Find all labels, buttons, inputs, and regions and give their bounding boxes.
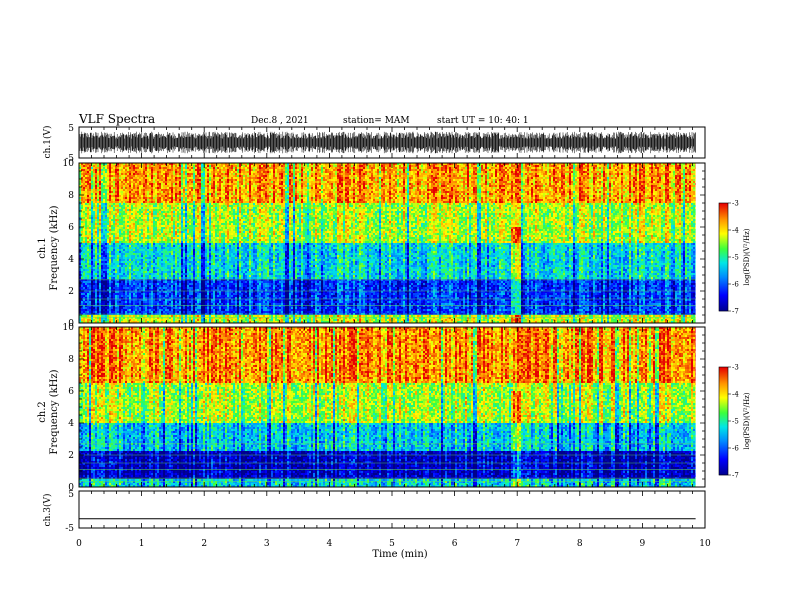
freq-tick-label: 4 (68, 419, 74, 429)
colorbar-tick-label: -6 (732, 445, 739, 453)
time-tick-label: 8 (577, 539, 583, 549)
spec1-ylabel-line2: Frequency (kHz) (49, 205, 60, 290)
colorbar-tick-label: -5 (732, 254, 739, 262)
figure-title: VLF Spectra (78, 112, 155, 126)
colorbar-tick-label: -7 (732, 308, 739, 316)
time-tick-label: 2 (201, 539, 207, 549)
colorbar-tick-label: -7 (732, 472, 739, 480)
time-tick-label: 1 (139, 539, 145, 549)
start-time-label: start UT = 10: 40: 1 (437, 116, 529, 126)
colorbar-tick-label: -5 (732, 418, 739, 426)
time-tick-label: 5 (389, 539, 395, 549)
colorbar-tick-label: -3 (732, 364, 739, 372)
station-label: station= MAM (343, 116, 410, 126)
ch1-ytick-top: 5 (68, 124, 74, 134)
freq-tick-label: 8 (68, 191, 74, 201)
waveform-ch3-panel: 5 -5 ch.3(V) 0 1 2 3 4 5 6 7 8 9 10 Time (min) (42, 490, 711, 560)
freq-tick-label: 8 (68, 355, 74, 365)
freq-tick-label: 4 (68, 255, 74, 265)
waveform-ch3-frame (79, 491, 705, 528)
freq-tick-label: 2 (68, 451, 74, 461)
spec2-ylabel-line2: Frequency (kHz) (49, 369, 60, 454)
colorbar-ch2: -3 -4 -5 -6 -7 log(PSD)(V²/Hz) (719, 364, 751, 480)
colorbar-tick-label: -4 (732, 227, 739, 235)
colorbar-ch1: -3 -4 -5 -6 -7 log(PSD)(V²/Hz) (719, 200, 751, 316)
freq-tick-label: 10 (63, 159, 75, 169)
time-tick-label: 10 (699, 539, 711, 549)
time-tick-label: 0 (76, 539, 82, 549)
waveform-ch1-noise (80, 132, 696, 154)
spec2-ylabel-line1: ch.2 (37, 401, 48, 423)
time-tick-label: 7 (514, 539, 520, 549)
freq-tick-label: 2 (68, 287, 74, 297)
ch3-ylabel: ch.3(V) (42, 494, 53, 527)
time-tick-label: 6 (452, 539, 458, 549)
spectrogram-ch2-image (79, 327, 705, 487)
freq-tick-label: 6 (68, 387, 74, 397)
spectrogram-ch1-image (79, 163, 705, 323)
ch1-ylabel: ch.1(V) (42, 126, 53, 159)
colorbar-tick-label: -6 (732, 281, 739, 289)
time-axis-tick-labels: 0 1 2 3 4 5 6 7 8 9 10 (76, 539, 711, 549)
time-tick-label: 4 (327, 539, 333, 549)
time-axis-label: Time (min) (372, 549, 427, 560)
spec1-ylabel-line1: ch.1 (37, 237, 48, 259)
waveform-ch1-trace (80, 132, 696, 154)
freq-tick-label: 6 (68, 223, 74, 233)
time-tick-label: 9 (640, 539, 646, 549)
colorbar-tick-label: -3 (732, 200, 739, 208)
ch3-ytick-bottom: -5 (65, 524, 74, 534)
freq-tick-label: 10 (63, 323, 75, 333)
date-label: Dec.8 , 2021 (251, 116, 309, 126)
colorbar-label: log(PSD)(V²/Hz) (743, 392, 751, 449)
ch3-ytick-top: 5 (68, 490, 74, 500)
colorbar-label: log(PSD)(V²/Hz) (743, 228, 751, 285)
time-tick-label: 3 (264, 539, 270, 549)
colorbar-tick-label: -4 (732, 391, 739, 399)
